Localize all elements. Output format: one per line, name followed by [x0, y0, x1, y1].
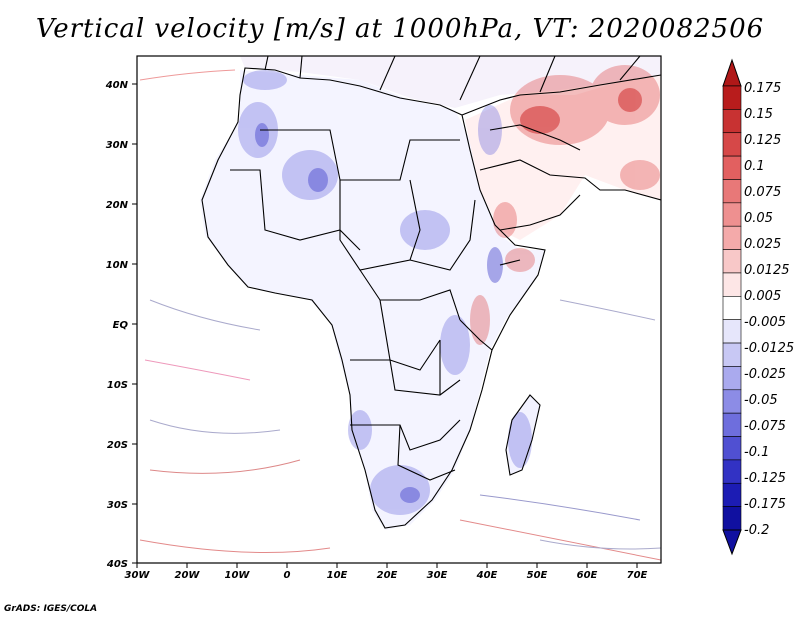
colorbar-label: -0.05	[744, 393, 778, 408]
lat-tick: 40N	[105, 80, 137, 91]
lat-tick-label: 20S	[107, 440, 128, 451]
colorbar-label: -0.075	[744, 419, 786, 434]
madagascar-landmass	[506, 395, 540, 475]
lon-tick: 10E	[327, 563, 348, 581]
lon-tick-label: 70E	[627, 570, 648, 581]
lat-tick-label: 10N	[106, 260, 129, 271]
grads-credit: GrADS: IGES/COLA	[4, 604, 98, 614]
lat-tick: 30N	[106, 140, 137, 151]
colorbar-swatch	[722, 202, 742, 227]
colorbar-labels: 0.175 0.15 0.125 0.1 0.075 0.05 0.025 0.…	[744, 81, 794, 538]
africa-landmass	[200, 70, 545, 530]
colorbar-swatch	[722, 389, 742, 414]
colorbar-bottom-triangle	[722, 529, 742, 556]
lat-tick: 20S	[107, 440, 137, 451]
colorbar-swatch	[722, 319, 742, 344]
lon-tick-label: 0	[284, 570, 291, 581]
lat-tick-label: 30N	[106, 140, 129, 151]
lon-tick-label: 20W	[175, 570, 201, 581]
colorbar-swatch	[722, 85, 742, 110]
lon-tick: 50E	[527, 563, 548, 581]
velocity-field	[139, 56, 661, 561]
lon-tick: 60E	[577, 563, 598, 581]
ocean-streaks	[139, 69, 661, 561]
colorbar-label: -0.025	[744, 367, 786, 382]
colorbar-label: 0.025	[744, 237, 781, 252]
lon-tick: 70E	[627, 563, 648, 581]
colorbar-label: 0.15	[744, 107, 773, 122]
negative-velocity-patches	[238, 70, 532, 515]
lon-tick-label: 20E	[377, 570, 398, 581]
lon-tick-label: 50E	[527, 570, 548, 581]
lon-tick-label: 30W	[125, 570, 151, 581]
lon-tick-label: 60E	[577, 570, 598, 581]
colorbar-swatch	[722, 272, 742, 297]
colorbar-swatch	[722, 249, 742, 274]
colorbar-swatch	[722, 459, 742, 484]
lat-tick-label: 40N	[105, 80, 129, 91]
lon-tick-label: 40E	[476, 570, 498, 581]
lat-tick-label: 40S	[106, 559, 128, 570]
colorbar-label: 0.075	[744, 185, 781, 200]
colorbar-label: 0.0125	[744, 263, 790, 278]
colorbar-swatch	[722, 482, 742, 507]
longitude-axis: 30W 20W 10W 0 10E 20E 30E 40E	[125, 563, 648, 581]
latitude-axis: 40N 30N 20N 10N EQ 10S 20S 30S	[105, 80, 137, 570]
lon-tick-label: 10W	[225, 570, 251, 581]
lat-tick-label: 20N	[106, 200, 129, 211]
colorbar-swatch	[722, 366, 742, 391]
colorbar-label: -0.0125	[744, 341, 794, 356]
colorbar-swatch	[722, 225, 742, 250]
colorbar-label: 0.05	[744, 211, 773, 226]
lat-tick: 30S	[107, 500, 137, 511]
lon-tick-label: 10E	[327, 570, 348, 581]
lat-tick-label: EQ	[113, 320, 129, 331]
colorbar-label: 0.125	[744, 133, 781, 148]
colorbar-swatch	[722, 179, 742, 204]
strong-negative-patches	[255, 123, 503, 503]
colorbar-label: 0.1	[744, 159, 765, 174]
colorbar-swatch	[722, 412, 742, 437]
colorbar-top-triangle	[722, 58, 742, 87]
colorbar-swatch	[722, 132, 742, 157]
colorbar-label: -0.175	[744, 497, 786, 512]
lat-tick-label: 30S	[107, 500, 128, 511]
colorbar-swatch	[722, 155, 742, 180]
colorbar-label: 0.005	[744, 289, 781, 304]
europe-landmass	[240, 56, 661, 108]
colorbar-label: -0.125	[744, 471, 786, 486]
arabia-landmass	[465, 70, 661, 240]
lon-tick-label: 30E	[427, 570, 448, 581]
lon-tick: 30W	[125, 563, 151, 581]
colorbar-swatches	[722, 85, 742, 531]
colorbar-swatch	[722, 436, 742, 461]
coastline-boundaries	[201, 56, 661, 529]
lon-tick: 0	[284, 563, 291, 581]
colorbar-swatch	[722, 342, 742, 367]
colorbar-swatch	[722, 296, 742, 320]
lon-tick: 20E	[377, 563, 398, 581]
colorbar-label: -0.1	[744, 445, 769, 460]
lat-tick: 10N	[106, 260, 137, 271]
colorbar-swatch	[722, 506, 742, 531]
lat-tick: 10S	[107, 380, 137, 391]
lon-tick: 30E	[427, 563, 448, 581]
strong-positive-patches	[520, 88, 642, 134]
lat-tick: EQ	[113, 320, 137, 331]
lon-tick: 40E	[476, 563, 498, 581]
lon-tick: 20W	[175, 563, 201, 581]
map-title: Vertical velocity [m/s] at 1000hPa, VT: …	[35, 14, 765, 44]
colorbar: 0.175 0.15 0.125 0.1 0.075 0.05 0.025 0.…	[722, 58, 794, 556]
colorbar-label: 0.175	[744, 81, 781, 96]
lat-tick: 40S	[106, 559, 137, 570]
lat-tick: 20N	[106, 200, 137, 211]
lon-tick: 10W	[225, 563, 251, 581]
colorbar-label: -0.005	[744, 315, 786, 330]
colorbar-swatch	[722, 109, 742, 134]
colorbar-label: -0.2	[744, 523, 769, 538]
plot-frame	[136, 55, 662, 564]
lat-tick-label: 10S	[107, 380, 128, 391]
